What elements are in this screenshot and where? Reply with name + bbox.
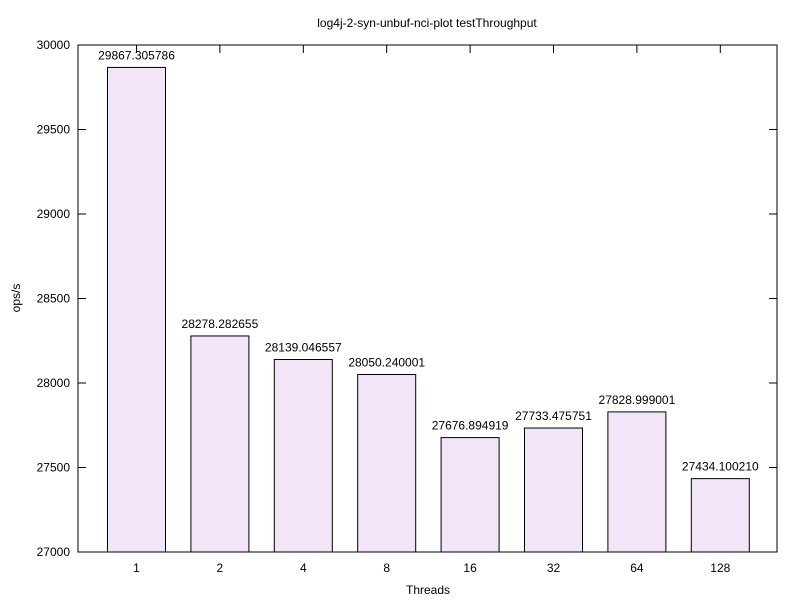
bar — [357, 374, 417, 553]
x-tick-label: 32 — [547, 561, 561, 575]
bar — [524, 427, 583, 553]
bar-value-label: 29867.305786 — [98, 48, 175, 62]
bar — [440, 437, 500, 553]
x-tick-label: 1 — [133, 561, 140, 575]
x-tick-label: 4 — [300, 561, 307, 575]
bar-value-label: 28050.240001 — [348, 356, 425, 370]
bar-value-label: 28278.282655 — [182, 317, 259, 331]
bar-value-label: 27676.894919 — [432, 419, 509, 433]
bar-value-label: 27733.475751 — [515, 409, 592, 423]
data-labels: 29867.305786 28278.282655 28139.046557 2805… — [98, 48, 759, 473]
bar — [190, 335, 250, 553]
y-tick-label: 27000 — [37, 545, 71, 559]
bar-value-label: 28139.046557 — [265, 341, 342, 355]
bar — [107, 66, 166, 553]
y-tick-label: 27500 — [37, 461, 71, 475]
bar-value-label: 27434.100210 — [682, 460, 759, 474]
y-tick-label: 28500 — [37, 292, 71, 306]
bar — [273, 359, 333, 553]
chart-title: log4j-2-syn-unbuf-nci-plot testThroughpu… — [317, 16, 537, 30]
y-tick-label: 30000 — [37, 38, 71, 52]
y-tick-label: 28000 — [37, 376, 71, 390]
bar — [690, 478, 750, 553]
y-tick-label: 29000 — [37, 207, 71, 221]
bar — [607, 411, 667, 553]
plot-frame — [77, 44, 778, 553]
y-tick-label: 29500 — [37, 123, 71, 137]
bars — [107, 66, 750, 553]
y-axis-label: ops/s — [9, 284, 23, 313]
x-tick-label: 128 — [710, 561, 730, 575]
x-tick-label: 64 — [630, 561, 644, 575]
x-tick-label: 8 — [383, 561, 390, 575]
bar-value-label: 27828.999001 — [599, 393, 676, 407]
x-tick-label: 16 — [463, 561, 477, 575]
x-axis-label: Threads — [406, 583, 450, 597]
x-tick-label: 2 — [217, 561, 224, 575]
